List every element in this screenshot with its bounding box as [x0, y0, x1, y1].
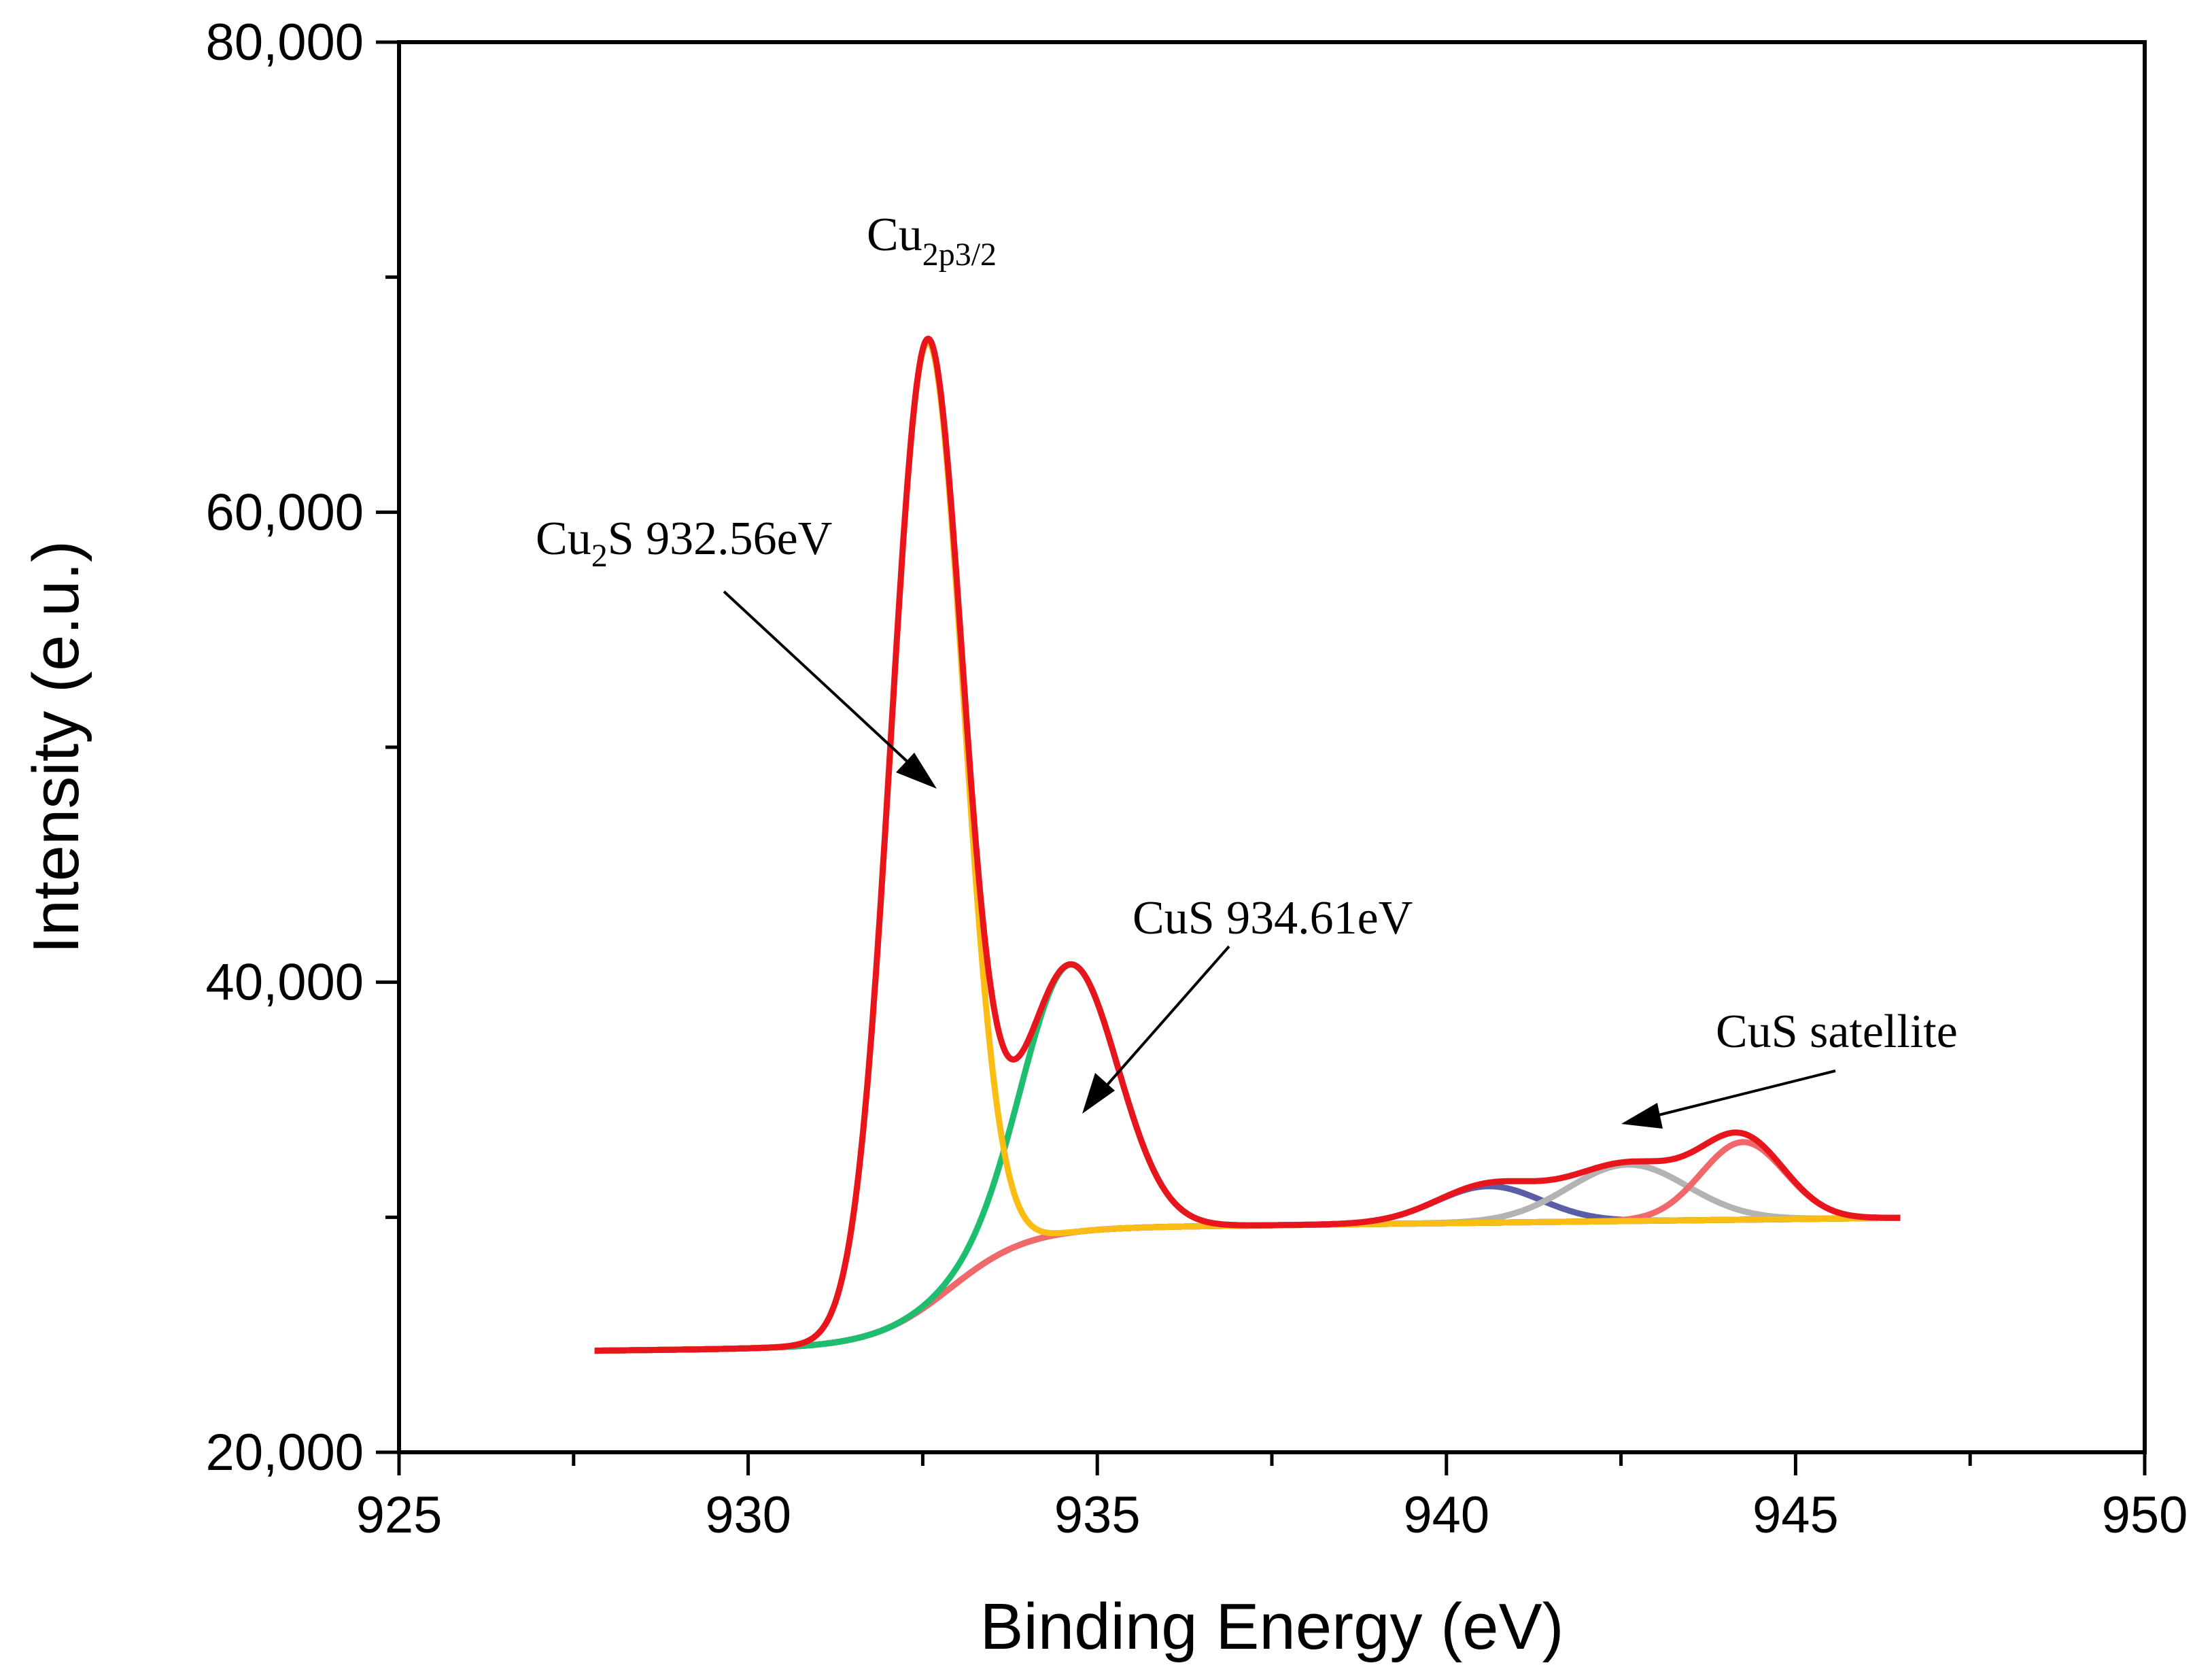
- x-tick-label: 940: [1403, 1486, 1489, 1544]
- annotation-cu2s: Cu2S 932.56eV: [536, 513, 832, 574]
- y-axis-title: Intensity (e.u.): [20, 541, 92, 954]
- arrow-cus: [1082, 945, 1230, 1114]
- component-peak-curve: [593, 1161, 1902, 1354]
- component-peak-curve: [593, 961, 1902, 1354]
- x-tick-label: 945: [1752, 1486, 1839, 1544]
- annotation-cu2s-rest: S 932.56eV: [608, 513, 833, 565]
- y-tick-label: 20,000: [206, 1424, 364, 1482]
- component-peak-curve: [593, 1183, 1902, 1354]
- annotation-cu2p: Cu2p3/2: [867, 209, 997, 273]
- annotation-cus: CuS 934.61eV: [1133, 892, 1413, 944]
- annotation-cu2s-subscript: 2: [591, 538, 608, 574]
- annotation-cus-satellite: CuS satellite: [1716, 1006, 1958, 1058]
- annotation-cu2s-main: Cu: [536, 513, 591, 565]
- y-tick-label: 60,000: [206, 483, 364, 541]
- x-tick-label: 935: [1054, 1486, 1141, 1544]
- annotation-cu2p-subscript: 2p3/2: [922, 237, 997, 273]
- plot-frame: [397, 40, 2147, 1454]
- y-tick-label: 80,000: [206, 14, 364, 71]
- component-peak-curve: [593, 339, 1902, 1354]
- x-axis-title: Binding Energy (eV): [980, 1590, 1563, 1663]
- y-tick-label: 40,000: [206, 954, 364, 1012]
- y-axis-ticks: [376, 40, 399, 1454]
- x-axis-ticks: [397, 1452, 2147, 1475]
- x-axis-tick-labels: 925 930 935 940 945 950: [356, 1486, 2188, 1544]
- annotation-cu2p-main: Cu: [867, 209, 922, 261]
- x-tick-label: 925: [356, 1486, 443, 1544]
- component-peak-curve: [593, 1139, 1902, 1354]
- arrow-cus-satellite: [1621, 1069, 1836, 1129]
- fit-curves: [593, 335, 1902, 1354]
- x-tick-label: 950: [2102, 1486, 2188, 1544]
- background-curve: [593, 1214, 1902, 1354]
- y-axis-tick-labels: 20,000 40,000 60,000 80,000: [206, 14, 364, 1482]
- arrow-cu2s: [723, 590, 937, 789]
- envelope-curve: [593, 335, 1902, 1354]
- x-tick-label: 930: [705, 1486, 791, 1544]
